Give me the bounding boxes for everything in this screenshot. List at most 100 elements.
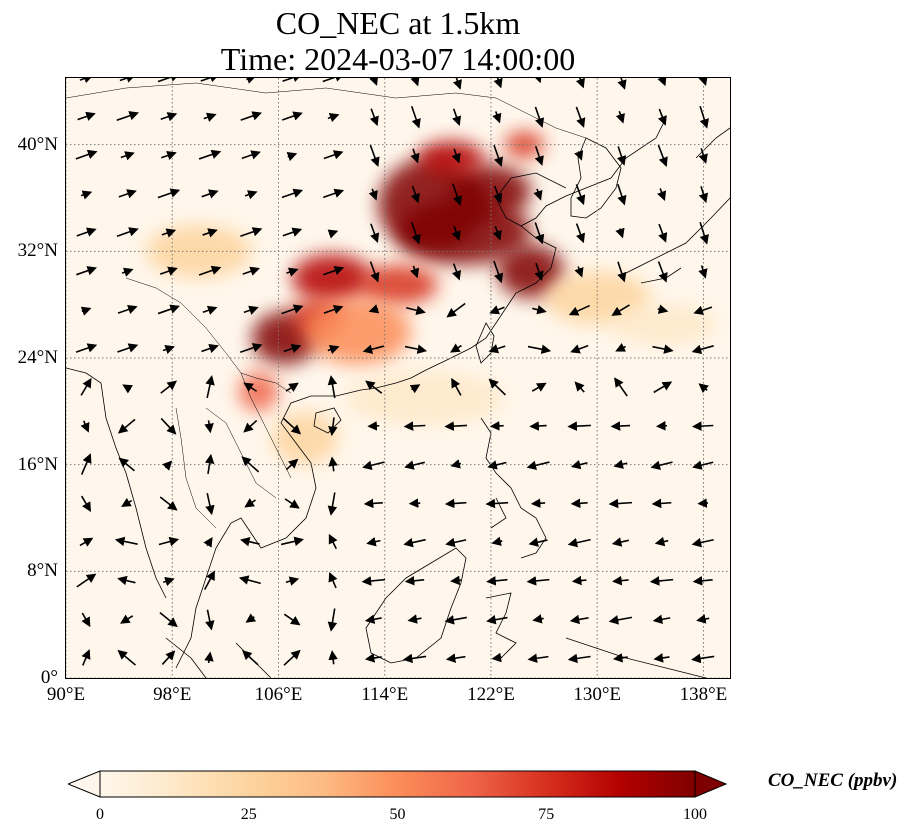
wind-arrow-213 [613, 459, 628, 469]
wind-arrow-143 [410, 78, 420, 87]
wind-arrow-156 [452, 183, 462, 206]
coastline-japan [625, 127, 730, 284]
wind-arrow-151 [451, 377, 462, 396]
coastline-sulawesi [485, 592, 517, 659]
wind-arrow-112 [364, 653, 382, 663]
wind-arrow-105 [323, 304, 344, 315]
wind-arrow-128 [402, 653, 427, 664]
wind-arrow-93 [286, 152, 298, 162]
wind-arrow-227 [654, 536, 669, 547]
wind-arrow-205 [574, 150, 584, 161]
coastline-bay-of-bengal [66, 367, 167, 599]
wind-arrow-69 [241, 456, 260, 473]
wind-arrow-231 [653, 381, 673, 394]
wind-arrow-131 [403, 537, 426, 548]
wind-arrow-91 [282, 227, 303, 237]
wind-arrow-200 [570, 344, 589, 354]
wind-arrow-20 [121, 497, 133, 507]
wind-arrow-229 [650, 460, 673, 470]
wind-arrow-144 [445, 653, 466, 663]
wind-arrow-52 [205, 492, 215, 516]
co-plume-14 [344, 371, 505, 425]
wind-arrow-117 [362, 460, 385, 470]
wind-arrow-159 [452, 78, 462, 90]
wind-arrow-106 [322, 266, 345, 276]
map-title: CO_NEC at 1.5km [275, 5, 521, 41]
wind-arrow-183 [531, 382, 547, 392]
wind-arrow-110 [327, 113, 340, 123]
wind-arrow-5 [80, 453, 92, 475]
wind-arrow-132 [408, 498, 421, 508]
wind-arrow-195 [567, 537, 591, 548]
wind-arrow-11 [76, 227, 97, 237]
wind-arrow-103 [327, 375, 338, 399]
wind-arrow-196 [570, 498, 588, 509]
wind-arrow-43 [161, 228, 177, 238]
wind-arrow-27 [116, 227, 139, 237]
wind-arrow-36 [159, 496, 178, 511]
border-china-south [125, 277, 292, 394]
wind-arrow-111 [322, 78, 345, 83]
wind-arrow-226 [649, 576, 674, 586]
wind-arrow-39 [160, 380, 178, 394]
wind-arrow-237 [657, 144, 668, 168]
wind-arrow-79 [245, 78, 257, 84]
map-subtitle-time: Time: 2024-03-07 14:00:00 [220, 41, 576, 77]
wind-arrow-184 [527, 344, 552, 354]
wind-arrow-81 [283, 613, 301, 626]
wind-arrow-253 [698, 148, 708, 164]
wind-arrow-236 [657, 188, 667, 202]
wind-arrow-60 [201, 189, 219, 199]
wind-arrow-55 [205, 375, 215, 399]
wind-arrow-3 [79, 537, 94, 547]
wind-arrow-31 [119, 78, 136, 83]
co-plume-7 [358, 264, 438, 305]
wind-arrow-138 [409, 265, 420, 279]
wind-arrow-244 [697, 498, 709, 508]
wind-arrow-113 [364, 614, 382, 625]
wind-arrow-187 [534, 222, 545, 245]
wind-arrow-51 [203, 536, 213, 548]
wind-arrow-114 [361, 576, 386, 586]
wind-arrow-245 [692, 460, 714, 470]
wind-arrow-255 [698, 78, 708, 87]
co-plume-9 [504, 131, 545, 158]
wind-arrow-252 [698, 186, 709, 204]
wind-arrow-220 [617, 183, 627, 206]
wind-arrow-247 [698, 383, 709, 394]
wind-arrow-95 [282, 78, 303, 82]
wind-arrow-22 [117, 418, 136, 434]
wind-arrow-23 [122, 384, 133, 394]
wind-arrow-147 [445, 537, 467, 548]
wind-arrow-240 [691, 653, 715, 664]
wind-arrow-186 [534, 262, 544, 282]
wind-arrow-99 [328, 533, 338, 550]
wind-arrow-249 [693, 305, 713, 315]
wind-arrow-54 [204, 420, 214, 434]
wind-arrow-7 [80, 377, 92, 396]
wind-arrow-191 [532, 78, 543, 84]
wind-arrow-8 [75, 343, 98, 353]
coastline-new-guinea [565, 637, 707, 678]
wind-arrow-204 [575, 184, 586, 206]
wind-arrow-152 [450, 343, 462, 353]
wind-arrow-137 [406, 305, 426, 315]
wind-arrow-189 [534, 146, 544, 166]
wind-arrow-32 [161, 650, 176, 665]
wind-arrow-68 [244, 498, 256, 508]
wind-arrow-180 [530, 498, 546, 509]
wind-arrow-0 [81, 649, 91, 666]
wind-arrow-44 [157, 188, 181, 199]
wind-arrow-208 [612, 653, 628, 663]
wind-arrow-75 [240, 227, 263, 238]
wind-arrow-25 [117, 304, 138, 315]
lon-tick-label: 122°E [467, 684, 515, 705]
colorbar [68, 770, 728, 798]
lat-tick-label: 0° [40, 667, 58, 688]
wind-arrow-155 [451, 225, 461, 241]
wind-arrow-185 [532, 305, 547, 315]
wind-arrow-13 [75, 149, 98, 160]
wind-arrow-118 [367, 421, 380, 431]
wind-arrow-254 [699, 105, 709, 129]
wind-arrow-214 [610, 421, 631, 431]
